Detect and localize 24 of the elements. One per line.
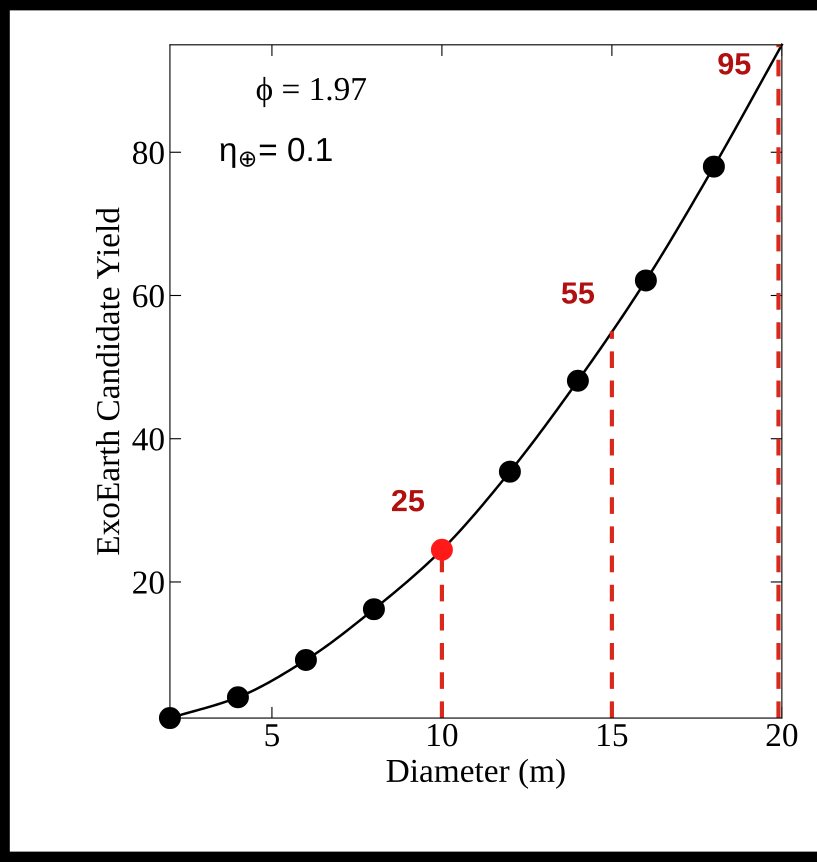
- point: [634, 269, 657, 292]
- annotation: η$_{⊕}$= 0.1: [220, 138, 332, 168]
- y-axis-title: ExoEarth Candidate Yield: [96, 208, 120, 555]
- annotation: 95: [718, 52, 750, 75]
- point: [362, 598, 385, 620]
- x-tick-label: 10: [428, 724, 458, 746]
- y-tick-label: 60: [133, 284, 164, 308]
- point: [498, 460, 521, 483]
- y-tick-label: 80: [133, 142, 164, 164]
- y-tick-label: 40: [132, 428, 164, 451]
- x-tick-label: 5: [266, 724, 279, 746]
- point: [158, 707, 181, 730]
- point: [430, 538, 453, 561]
- point: [226, 686, 249, 708]
- point: [294, 649, 317, 672]
- x-tick-label: 20: [766, 724, 798, 746]
- x-tick-label: 15: [598, 724, 628, 746]
- point: [566, 370, 589, 392]
- annotation: 55: [562, 282, 594, 304]
- point: [702, 156, 725, 178]
- y-tick-label: 20: [133, 571, 164, 594]
- annotation: 25: [392, 490, 424, 512]
- annotation: ϕ = 1.97: [256, 76, 366, 108]
- x-axis-title: Diameter (m): [386, 758, 565, 789]
